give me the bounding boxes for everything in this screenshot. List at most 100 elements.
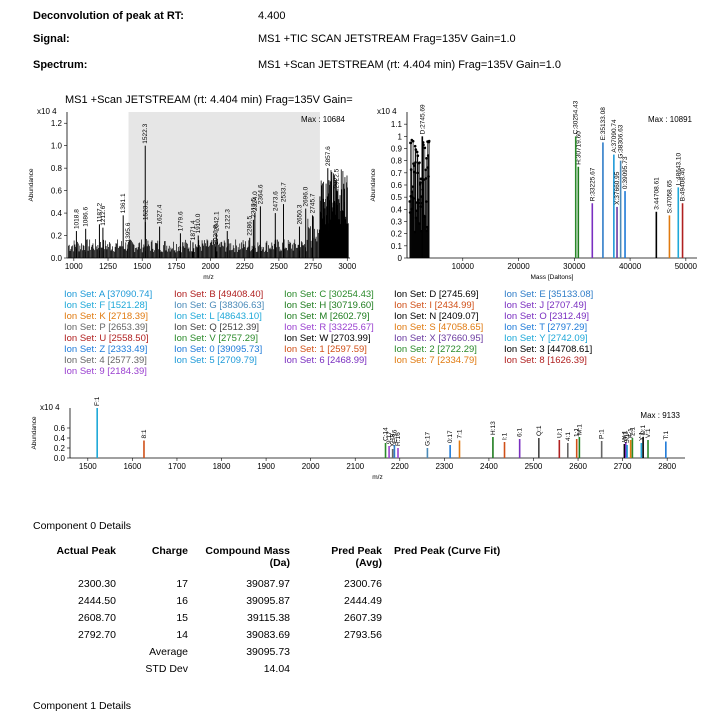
y-tick-label: 0.5 xyxy=(391,193,403,202)
peak-label: D:2745.69 xyxy=(419,104,426,134)
x-tick-label: 1500 xyxy=(79,462,97,471)
selection-shade xyxy=(128,112,320,258)
y-tick-label: 1 xyxy=(398,132,403,141)
peak-label: 1523.2 xyxy=(142,200,149,220)
x-tick-label: 2100 xyxy=(346,462,364,471)
table-cell: 39095.87 xyxy=(246,594,290,607)
peak-label: 2857.6 xyxy=(325,146,332,166)
peak-label: 1361.1 xyxy=(120,193,127,213)
table-cell xyxy=(296,660,388,677)
ion-set-item: Ion Set: Q [2512.39] xyxy=(174,322,260,333)
component0-title: Component 0 Details xyxy=(33,520,132,532)
ion-set-item: Ion Set: R [33225.67] xyxy=(284,322,374,333)
ion-set-item: Ion Set: A [37090.74] xyxy=(64,289,153,300)
ion-set-item: Ion Set: 1 [2597.59] xyxy=(284,344,367,355)
cluster-point xyxy=(418,161,421,164)
peak-label: M:1 xyxy=(576,424,583,435)
y-tick-label: 0.4 xyxy=(51,209,63,218)
table-cell: 39115.38 xyxy=(246,611,290,624)
peak-label: 0:39095.73 xyxy=(622,156,629,189)
y-tick-label: 0.6 xyxy=(51,187,63,196)
peak-label: 1212.6 xyxy=(100,205,107,225)
peak-label: D:1 xyxy=(640,425,647,436)
table-cell: Average xyxy=(149,645,188,658)
ion-set-item: Ion Set: I [2434.99] xyxy=(394,300,475,311)
y-tick-label: 0.0 xyxy=(54,454,66,463)
table-row: 2444.50 16 39095.87 2444.49 xyxy=(30,592,510,609)
cluster-point xyxy=(426,166,430,169)
table-cell xyxy=(388,626,510,643)
cluster-point xyxy=(422,178,426,181)
peak-label: F:1 xyxy=(94,396,101,406)
x-tick-label: 1900 xyxy=(257,462,275,471)
peak-label: 6:1 xyxy=(517,428,524,437)
x-tick-label: 2750 xyxy=(304,262,322,271)
x-tick-label: 3000 xyxy=(338,262,356,271)
ion-set-item: Ion Set: 3 [44708.61] xyxy=(504,344,593,355)
table-cell: STD Dev xyxy=(145,662,188,675)
deconv-label: Deconvolution of peak at RT: xyxy=(33,10,184,22)
table-cell: 2607.39 xyxy=(344,611,382,624)
y-tick-label: 0.8 xyxy=(51,164,63,173)
ion-set-item: Ion Set: J [2707.49] xyxy=(504,300,587,311)
ion-set-item: Ion Set: W [2703.99] xyxy=(284,333,371,344)
cluster-point xyxy=(415,150,419,154)
ion-set-item: Ion Set: 2 [2722.29] xyxy=(394,344,477,355)
table-cell xyxy=(388,660,510,677)
x-axis-label: Mass [Daltons] xyxy=(531,274,574,281)
table-cell: 39087.97 xyxy=(246,577,290,590)
peak-label: K:1 xyxy=(628,428,635,438)
ion-set-item: Ion Set: E [35133.08] xyxy=(504,289,594,300)
col-compound-mass: Compound Mass (Da) xyxy=(205,545,290,569)
ion-set-item: Ion Set: 4 [2577.39] xyxy=(64,355,147,366)
table-row: 2792.70 14 39083.69 2793.56 xyxy=(30,626,510,643)
peak-label: I:1 xyxy=(502,432,509,440)
deconv-value: 4.400 xyxy=(258,10,286,22)
component0-table: Actual Peak Charge Compound Mass (Da) Pr… xyxy=(30,545,510,677)
x-tick-label: 10000 xyxy=(452,262,475,271)
ion-set-item: Ion Set: 9 [2184.39] xyxy=(64,366,147,377)
peak-label: 2042.1 xyxy=(213,211,220,231)
table-cell xyxy=(30,643,122,660)
peak-label: R:33225.67 xyxy=(589,167,596,201)
table-cell: 14.04 xyxy=(263,662,290,675)
scale-label: x10 4 xyxy=(377,107,397,116)
y-axis-label: Abundance xyxy=(370,168,377,201)
y-axis-label: Abundance xyxy=(31,416,38,449)
table-cell: 17 xyxy=(176,577,188,590)
x-tick-label: 2600 xyxy=(569,462,587,471)
cluster-point xyxy=(412,162,415,165)
table-cell: 2300.30 xyxy=(78,577,116,590)
peak-label: Q:1 xyxy=(536,425,543,436)
ion-set-item: Ion Set: 7 [2334.79] xyxy=(394,355,477,366)
ion-set-item: Ion Set: T [2797.29] xyxy=(504,322,588,333)
x-tick-label: 20000 xyxy=(507,262,530,271)
cluster-point xyxy=(412,170,416,174)
ion-set-item: Ion Set: 5 [2709.79] xyxy=(174,355,257,366)
y-tick-label: 0.6 xyxy=(391,181,403,190)
peak-label: H:30719.60 xyxy=(575,131,582,165)
peak-label: 2922.5 xyxy=(334,168,341,188)
peak-label: 9:17 xyxy=(386,431,393,444)
y-tick-label: 0.6 xyxy=(54,424,66,433)
peak-label: P:1 xyxy=(599,429,606,439)
peak-label: 2473.6 xyxy=(272,191,279,211)
table-cell: 14 xyxy=(176,628,188,641)
spectrum-plot-title: MS1 +Scan JETSTREAM (rt: 4.404 min) Frag… xyxy=(65,94,353,106)
cluster-point xyxy=(425,157,428,160)
peak-label: Y:1 xyxy=(638,431,645,441)
peak-label: G:38306.63 xyxy=(618,124,625,158)
peak-label: 5:1 xyxy=(624,434,631,443)
max-label: Max : 10891 xyxy=(648,115,693,124)
table-cell xyxy=(296,643,388,660)
ion-set-item: Ion Set: P [2653.39] xyxy=(64,322,148,333)
std-dev-row: STD Dev 14.04 xyxy=(30,660,510,677)
ion-set-item: Ion Set: D [2745.69] xyxy=(394,289,479,300)
peak-label: 1522.3 xyxy=(142,123,149,143)
peak-label: J:1 xyxy=(623,431,630,440)
y-tick-label: 0.7 xyxy=(391,169,403,178)
ion-set-item: Ion Set: 0 [39095.73] xyxy=(174,344,263,355)
x-tick-label: 2200 xyxy=(391,462,409,471)
ion-set-item: Ion Set: 6 [2468.99] xyxy=(284,355,367,366)
